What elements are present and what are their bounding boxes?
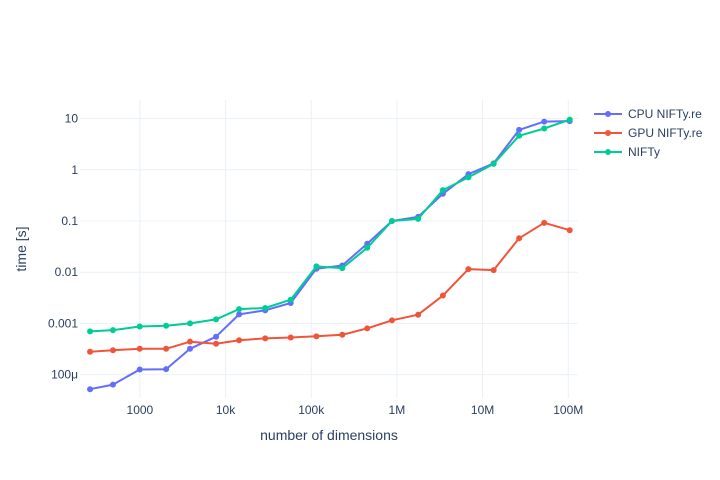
legend-label: CPU NIFTy.re	[628, 107, 702, 121]
data-point[interactable]	[87, 386, 94, 393]
data-point[interactable]	[516, 132, 523, 139]
x-axis-title: number of dimensions	[260, 427, 398, 443]
x-tick-label: 1000	[127, 403, 154, 417]
y-tick-label: 0.001	[48, 316, 78, 330]
data-point[interactable]	[136, 345, 143, 352]
data-point[interactable]	[213, 333, 220, 340]
data-point[interactable]	[439, 187, 446, 194]
data-point[interactable]	[364, 325, 371, 332]
data-point[interactable]	[541, 219, 548, 226]
data-point[interactable]	[490, 160, 497, 167]
data-point[interactable]	[516, 235, 523, 242]
y-axis-title: time [s]	[13, 226, 29, 271]
data-point[interactable]	[236, 337, 243, 344]
data-point[interactable]	[109, 327, 116, 334]
data-point[interactable]	[109, 347, 116, 354]
data-point[interactable]	[465, 266, 472, 273]
legend-marker-icon	[605, 130, 611, 136]
data-point[interactable]	[516, 126, 523, 133]
data-point[interactable]	[236, 306, 243, 313]
data-point[interactable]	[388, 217, 395, 224]
y-axis-ticks: 100μ 0.001 0.01 0.1 1 10	[48, 112, 78, 382]
legend-item[interactable]: GPU NIFTy.re	[594, 126, 703, 140]
y-tick-label: 0.1	[61, 214, 78, 228]
data-point[interactable]	[287, 334, 294, 341]
x-tick-label: 100k	[298, 403, 325, 417]
data-point[interactable]	[236, 311, 243, 318]
y-tick-label: 1	[71, 163, 78, 177]
legend-marker-icon	[605, 149, 611, 155]
series-line[interactable]	[89, 118, 571, 333]
data-point[interactable]	[186, 338, 193, 345]
data-point[interactable]	[163, 322, 170, 329]
data-point[interactable]	[465, 174, 472, 181]
data-point[interactable]	[313, 333, 320, 340]
legend-label: NIFTy	[628, 145, 660, 159]
data-point[interactable]	[213, 316, 220, 323]
legend-item[interactable]: CPU NIFTy.re	[594, 107, 702, 121]
legend-label: GPU NIFTy.re	[628, 126, 703, 140]
data-point[interactable]	[136, 323, 143, 330]
data-point[interactable]	[339, 265, 346, 272]
data-point[interactable]	[87, 348, 94, 355]
data-point[interactable]	[364, 244, 371, 251]
data-point[interactable]	[566, 227, 573, 234]
data-point[interactable]	[313, 263, 320, 270]
x-tick-label: 1M	[389, 403, 406, 417]
series-line[interactable]	[89, 221, 570, 353]
data-point[interactable]	[415, 215, 422, 222]
data-point[interactable]	[163, 345, 170, 352]
data-point[interactable]	[415, 311, 422, 318]
data-point[interactable]	[87, 328, 94, 335]
data-point[interactable]	[262, 335, 269, 342]
series-nifty[interactable]	[87, 116, 573, 335]
data-point[interactable]	[541, 125, 548, 132]
series-cpu-nifty-re[interactable]	[87, 118, 573, 393]
legend-marker-icon	[605, 111, 611, 117]
legend[interactable]: CPU NIFTy.re GPU NIFTy.re NIFTy	[594, 107, 703, 159]
grid-lines	[80, 100, 578, 398]
data-point[interactable]	[541, 118, 548, 125]
y-tick-label: 100μ	[51, 368, 78, 382]
x-tick-label: 100M	[553, 403, 583, 417]
data-point[interactable]	[213, 340, 220, 347]
data-point[interactable]	[262, 305, 269, 312]
data-point[interactable]	[136, 366, 143, 373]
data-point[interactable]	[109, 381, 116, 388]
data-point[interactable]	[439, 292, 446, 299]
data-point[interactable]	[287, 296, 294, 303]
series-gpu-nifty-re[interactable]	[87, 219, 573, 355]
x-tick-label: 10k	[216, 403, 236, 417]
data-point[interactable]	[186, 345, 193, 352]
x-axis-ticks: 1000 10k 100k 1M 10M 100M	[127, 403, 584, 417]
data-point[interactable]	[388, 317, 395, 324]
data-point[interactable]	[186, 320, 193, 327]
data-point[interactable]	[339, 331, 346, 338]
data-point[interactable]	[490, 267, 497, 274]
x-tick-label: 10M	[471, 403, 494, 417]
y-tick-label: 0.01	[55, 265, 79, 279]
data-point[interactable]	[566, 116, 573, 123]
series-layer	[87, 116, 573, 393]
legend-item[interactable]: NIFTy	[594, 145, 660, 159]
data-point[interactable]	[163, 366, 170, 373]
y-tick-label: 10	[65, 112, 79, 126]
